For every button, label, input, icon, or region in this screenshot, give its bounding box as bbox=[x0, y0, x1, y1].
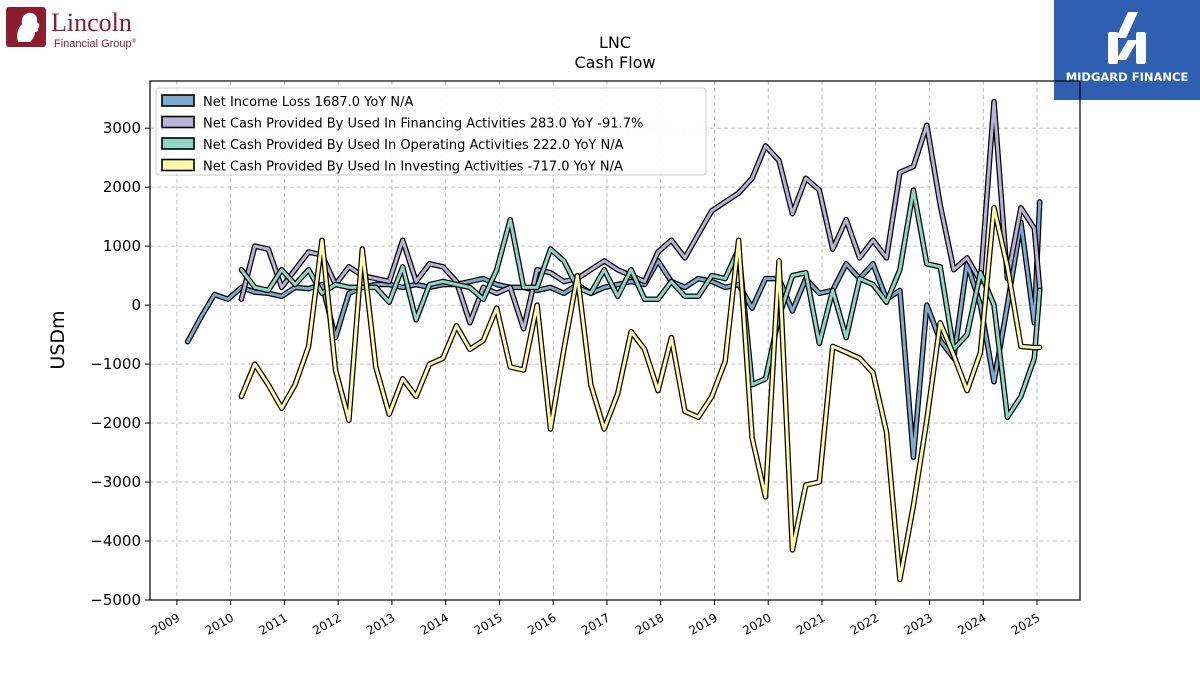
plot-frame bbox=[149, 80, 1081, 601]
legend-entry: Net Income Loss 1687.0 YoY N/A bbox=[203, 95, 414, 110]
legend-swatch bbox=[161, 94, 195, 107]
x-tick-label: 2022 bbox=[848, 610, 881, 637]
chart-title: LNC bbox=[599, 33, 631, 52]
y-tick-label: 2000 bbox=[103, 178, 141, 196]
y-axis-label: USDm bbox=[47, 310, 69, 369]
legend-entry: Net Cash Provided By Used In Operating A… bbox=[203, 138, 624, 153]
midgard-logo-text: MIDGARD FINANCE bbox=[1066, 70, 1189, 84]
legend: Net Income Loss 1687.0 YoY N/A Net Cash P… bbox=[155, 87, 707, 176]
y-tick-label: −4000 bbox=[90, 532, 141, 550]
midgard-logo-graphic: MIDGARD FINANCE bbox=[1066, 12, 1189, 84]
x-tick-label: 2019 bbox=[686, 610, 719, 637]
x-tick-label: 2009 bbox=[149, 610, 182, 637]
y-tick-label: 3000 bbox=[103, 119, 141, 137]
y-tick-label: −3000 bbox=[90, 473, 141, 491]
chart-subtitle: Cash Flow bbox=[574, 53, 655, 72]
legend-entry: Net Cash Provided By Used In Investing A… bbox=[203, 160, 623, 175]
x-tick-label: 2018 bbox=[633, 610, 666, 637]
x-tick-label: 2013 bbox=[364, 610, 397, 637]
x-tick-label: 2021 bbox=[794, 610, 827, 637]
x-tick-label: 2014 bbox=[418, 610, 451, 637]
midgard-emblem-icon bbox=[1108, 12, 1146, 64]
y-tick-label: −1000 bbox=[90, 355, 141, 373]
y-tick-label: −2000 bbox=[90, 414, 141, 432]
y-tick-label: 0 bbox=[131, 296, 141, 314]
lincoln-profile-icon bbox=[17, 12, 40, 43]
legend-swatch bbox=[161, 115, 195, 129]
series-line-2 bbox=[239, 100, 1042, 331]
legend-box bbox=[155, 87, 707, 176]
x-tick-label: 2024 bbox=[955, 610, 988, 637]
lincoln-logo-subtitle: Financial Group® bbox=[54, 38, 137, 50]
legend-entry: Net Cash Provided By Used In Financing A… bbox=[203, 117, 643, 132]
midgard-logo: MIDGARD FINANCE bbox=[1054, 0, 1200, 100]
x-tick-label: 2016 bbox=[525, 610, 558, 637]
legend-swatch bbox=[161, 137, 195, 150]
y-tick-label: 1000 bbox=[103, 237, 141, 255]
x-tick-label: 2025 bbox=[1009, 610, 1042, 637]
x-tick-label: 2011 bbox=[256, 610, 289, 637]
x-tick-label: 2015 bbox=[471, 610, 504, 637]
x-tick-label: 2020 bbox=[740, 610, 773, 637]
series-outline-1 bbox=[184, 199, 1043, 461]
y-axis: −5000 −4000 −3000 −2000 −1000 0 1000 2000 3000 bbox=[90, 119, 150, 609]
x-tick-label: 2017 bbox=[579, 610, 612, 637]
lincoln-logo: Lincoln Financial Group® bbox=[4, 4, 154, 50]
x-tick-label: 2010 bbox=[203, 610, 236, 637]
lincoln-logo-graphic: Lincoln Financial Group® bbox=[6, 7, 137, 50]
series-line-3 bbox=[239, 188, 1042, 419]
legend-swatch bbox=[161, 158, 195, 172]
x-axis: 2009 2010 2011 2012 2013 2014 2015 2016 2017 2018… bbox=[149, 600, 1042, 638]
lincoln-logo-title: Lincoln bbox=[51, 8, 132, 37]
x-tick-label: 2012 bbox=[310, 610, 343, 637]
series-line-4 bbox=[239, 206, 1042, 581]
y-tick-label: −5000 bbox=[90, 591, 141, 609]
series-layer bbox=[184, 98, 1043, 583]
x-tick-label: 2023 bbox=[902, 610, 935, 637]
